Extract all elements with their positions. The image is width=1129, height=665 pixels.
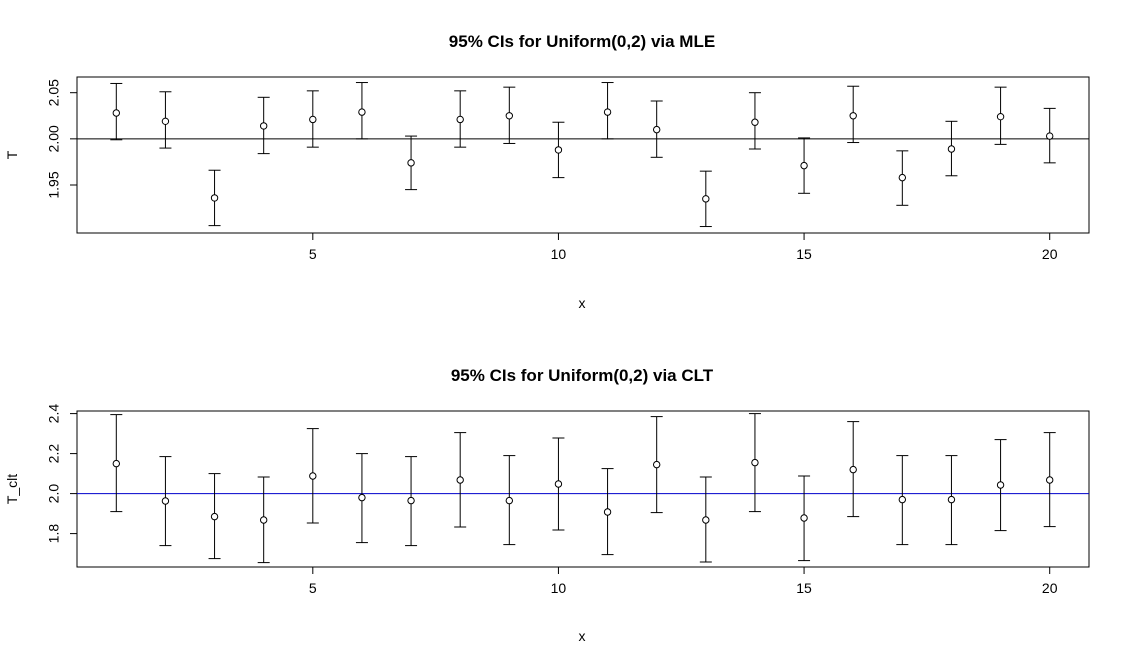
clt-point-estimate [407, 496, 415, 505]
clt-point-estimate [603, 508, 612, 516]
y-axis-label-clt: T_clt [4, 474, 20, 504]
mle-point-estimate [1045, 132, 1054, 140]
clt-point-estimate [358, 493, 366, 502]
plot-box-mle [76, 76, 1090, 234]
clt-x-tick-label: 20 [1042, 580, 1058, 596]
clt-point-estimate [652, 460, 661, 469]
mle-point-estimate [800, 161, 808, 170]
mle-point-estimate [112, 109, 121, 117]
mle-x-tick-label: 10 [551, 246, 567, 262]
mle-point-estimate [407, 159, 415, 167]
mle-y-tick-label: 2.05 [46, 79, 62, 106]
clt-point-estimate [210, 512, 219, 521]
clt-point-estimate [1045, 476, 1054, 484]
mle-point-estimate [309, 115, 317, 124]
clt-x-tick-label: 5 [309, 580, 317, 596]
clt-y-tick-label: 2.0 [46, 484, 62, 504]
mle-marks: 5 10 15 20 1.95 2.00 2.05 [46, 79, 1089, 262]
mle-point-estimate [505, 112, 514, 120]
clt-panel: 95% CIs for Uniform(0,2) via CLT x T_clt… [4, 366, 1090, 644]
clt-y-tick-label: 2.4 [46, 404, 62, 424]
clt-y-tick-label: 2.2 [46, 444, 62, 464]
clt-point-estimate [161, 497, 170, 505]
x-axis-label-clt: x [579, 628, 586, 644]
mle-point-estimate [259, 122, 268, 130]
clt-point-estimate [751, 458, 759, 467]
clt-y-tick-label: 1.8 [46, 524, 62, 544]
mle-panel: 95% CIs for Uniform(0,2) via MLE x T 5 10… [4, 32, 1090, 311]
mle-point-estimate [947, 145, 956, 153]
clt-point-estimate [849, 465, 857, 474]
y-axis-label-mle: T [4, 150, 20, 159]
clt-point-estimate [947, 495, 956, 504]
mle-x-tick-label: 20 [1042, 246, 1058, 262]
mle-point-estimate [358, 108, 366, 116]
mle-y-tick-label: 1.95 [46, 171, 62, 198]
clt-point-estimate [996, 481, 1005, 489]
mle-x-tick-label: 5 [309, 246, 317, 262]
plot-box-clt [76, 410, 1090, 568]
mle-point-estimate [456, 115, 464, 124]
chart-title-clt: 95% CIs for Uniform(0,2) via CLT [451, 366, 714, 385]
clt-point-estimate [554, 480, 563, 488]
mle-point-estimate [554, 146, 563, 154]
clt-point-estimate [259, 516, 268, 524]
mle-x-tick-label: 15 [796, 246, 812, 262]
clt-point-estimate [800, 514, 808, 522]
mle-point-estimate [652, 125, 661, 134]
clt-x-tick-label: 10 [551, 580, 567, 596]
clt-marks: 5 10 15 20 1.8 2.0 2.2 2.4 [46, 404, 1089, 596]
clt-point-estimate [456, 476, 464, 484]
mle-point-estimate [751, 118, 759, 126]
mle-point-estimate [161, 117, 170, 126]
x-axis-label-mle: x [579, 295, 586, 311]
clt-point-estimate [702, 516, 710, 524]
mle-y-tick-label: 2.00 [46, 125, 62, 152]
clt-point-estimate [112, 459, 121, 468]
mle-point-estimate [210, 194, 219, 202]
clt-x-tick-label: 15 [796, 580, 812, 596]
clt-point-estimate [309, 472, 317, 480]
clt-point-estimate [505, 496, 514, 505]
clt-point-estimate [898, 495, 907, 504]
mle-point-estimate [898, 173, 907, 182]
mle-point-estimate [603, 108, 612, 116]
mle-point-estimate [996, 112, 1005, 121]
chart-title-mle: 95% CIs for Uniform(0,2) via MLE [449, 32, 715, 51]
mle-point-estimate [702, 195, 710, 203]
mle-point-estimate [849, 112, 857, 120]
